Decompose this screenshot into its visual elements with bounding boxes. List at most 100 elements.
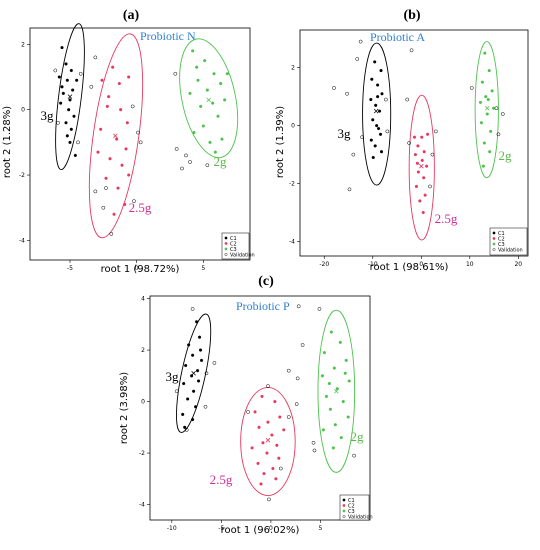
group-label: 2g (351, 429, 365, 444)
validation-point (296, 304, 301, 309)
legend-entry: Validation (498, 247, 523, 253)
centroid-marker (265, 437, 271, 443)
validation-point (500, 112, 505, 116)
validation-point (407, 141, 411, 145)
validation-point (132, 199, 136, 204)
legend-entry: C2 (498, 236, 505, 242)
legend-symbol (342, 515, 346, 518)
legend-entry: Validation (230, 252, 255, 258)
scatter-panel-1: (a) -5 0 5 -4 -2 0 2 root 1 (98.72%) root 2 (1.28… (2, 8, 255, 275)
data-point-c1 (59, 101, 63, 105)
x-axis-label: root 1 (98.61%) (370, 262, 449, 273)
y-axis-label: root 2 (3.98%) (119, 372, 130, 444)
validation-point (312, 448, 317, 453)
data-point-c2 (127, 75, 131, 79)
validation-point (130, 104, 135, 109)
data-point-c1 (68, 140, 72, 144)
y-tick-label: 2 (291, 65, 295, 72)
y-tick-label: -2 (19, 172, 25, 179)
validation-point (184, 153, 188, 158)
y-axis-label: root 2 (1.28%) (2, 106, 13, 178)
panel-letter: (a) (123, 8, 140, 23)
centroid-marker (113, 133, 118, 139)
data-point-c3 (481, 164, 485, 168)
data-point-c1 (376, 95, 380, 99)
validation-point (358, 39, 363, 44)
data-point-c1 (195, 320, 199, 324)
data-point-c2 (416, 144, 420, 148)
legend-entry: C1 (230, 236, 237, 242)
data-point-c3 (205, 88, 209, 92)
validation-point (190, 307, 195, 311)
centroid-marker (484, 105, 490, 111)
data-point-c3 (225, 72, 229, 76)
validation-point (469, 86, 474, 90)
data-point-c1 (370, 77, 374, 81)
legend-entry: C3 (230, 247, 237, 253)
validation-point (173, 71, 178, 76)
validation-point (355, 57, 360, 61)
data-point-c2 (423, 193, 427, 197)
data-point-c3 (216, 114, 220, 118)
data-point-c1 (374, 103, 378, 107)
validation-point (332, 86, 336, 90)
data-point-c1 (371, 155, 375, 160)
data-point-c3 (333, 423, 337, 427)
data-point-c1 (60, 85, 64, 89)
data-point-c3 (199, 104, 203, 108)
data-point-c1 (197, 335, 202, 339)
data-point-c2 (119, 108, 123, 112)
data-point-c3 (321, 428, 325, 432)
validation-point (204, 371, 209, 376)
validation-point (53, 68, 58, 73)
validation-point (428, 184, 432, 189)
legend-symbol (224, 247, 228, 251)
data-point-c3 (328, 407, 332, 411)
confidence-ellipse-c1 (362, 42, 392, 186)
legend-symbol (492, 242, 496, 246)
data-point-c3 (338, 340, 342, 344)
legend-entry: C2 (230, 241, 237, 247)
data-point-c2 (274, 477, 278, 481)
data-point-c3 (211, 101, 215, 105)
data-point-c1 (75, 78, 79, 82)
group-label: 2.5g (210, 472, 233, 487)
validation-point (188, 160, 192, 164)
x-tick-label: -5 (218, 525, 224, 532)
data-point-c1 (187, 343, 191, 347)
legend-symbol (224, 236, 228, 240)
data-point-c3 (343, 371, 347, 375)
validation-point (101, 205, 106, 210)
validation-point (345, 91, 349, 96)
validation-point (246, 410, 250, 414)
data-point-c1 (64, 121, 68, 125)
group-label: 3g (338, 126, 352, 141)
data-point-c1 (379, 69, 383, 73)
data-point-c2 (426, 132, 430, 136)
legend-entry: C3 (498, 242, 505, 248)
panel-letter: (c) (258, 274, 274, 289)
data-point-c1 (199, 358, 204, 362)
data-point-c2 (99, 127, 103, 131)
data-point-c1 (181, 412, 185, 416)
centroid-marker (67, 94, 73, 99)
data-point-c1 (72, 114, 76, 118)
data-point-c2 (96, 150, 100, 154)
data-point-c2 (271, 466, 275, 471)
validation-point (267, 497, 271, 502)
data-point-c3 (347, 379, 351, 383)
validation-point (294, 402, 299, 406)
data-point-c1 (194, 405, 198, 409)
data-point-c1 (377, 126, 381, 131)
data-point-c2 (420, 158, 424, 162)
x-tick-label: 0 (419, 261, 423, 268)
data-point-c2 (256, 461, 260, 465)
data-point-c2 (278, 415, 282, 419)
confidence-ellipse-c2 (408, 94, 435, 241)
validation-point (203, 404, 208, 409)
data-point-c1 (69, 68, 73, 73)
x-tick-label: -10 (167, 525, 177, 532)
data-point-c3 (332, 366, 336, 370)
data-point-c1 (183, 425, 187, 429)
validation-point (286, 415, 291, 419)
